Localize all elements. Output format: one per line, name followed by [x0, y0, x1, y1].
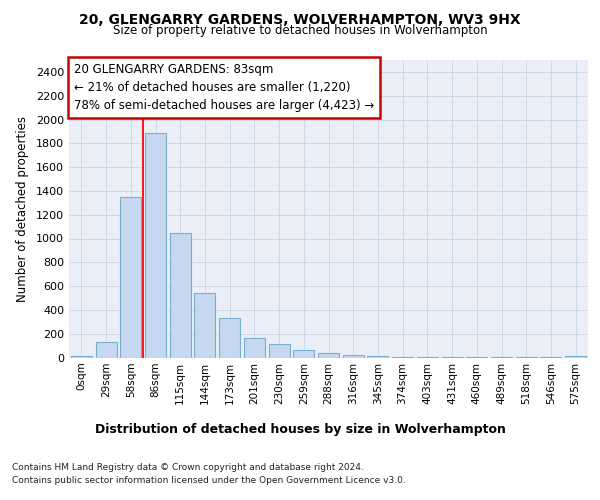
Bar: [269, 344, 290, 358]
Text: Distribution of detached houses by size in Wolverhampton: Distribution of detached houses by size …: [95, 422, 505, 436]
Bar: [120, 197, 141, 358]
Bar: [145, 132, 166, 358]
Text: 20, GLENGARRY GARDENS, WOLVERHAMPTON, WV3 9HX: 20, GLENGARRY GARDENS, WOLVERHAMPTON, WV…: [79, 12, 521, 26]
Bar: [71, 356, 92, 358]
Y-axis label: Number of detached properties: Number of detached properties: [16, 116, 29, 302]
Bar: [565, 356, 586, 358]
Bar: [392, 357, 413, 358]
Bar: [367, 356, 388, 358]
Bar: [318, 354, 339, 358]
Text: Contains public sector information licensed under the Open Government Licence v3: Contains public sector information licen…: [12, 476, 406, 485]
Text: 20 GLENGARRY GARDENS: 83sqm
← 21% of detached houses are smaller (1,220)
78% of : 20 GLENGARRY GARDENS: 83sqm ← 21% of det…: [74, 63, 374, 112]
Bar: [343, 355, 364, 358]
Bar: [95, 342, 116, 357]
Bar: [244, 338, 265, 357]
Bar: [293, 350, 314, 358]
Text: Size of property relative to detached houses in Wolverhampton: Size of property relative to detached ho…: [113, 24, 487, 37]
Bar: [219, 318, 240, 358]
Text: Contains HM Land Registry data © Crown copyright and database right 2024.: Contains HM Land Registry data © Crown c…: [12, 462, 364, 471]
Bar: [194, 293, 215, 358]
Bar: [170, 232, 191, 358]
